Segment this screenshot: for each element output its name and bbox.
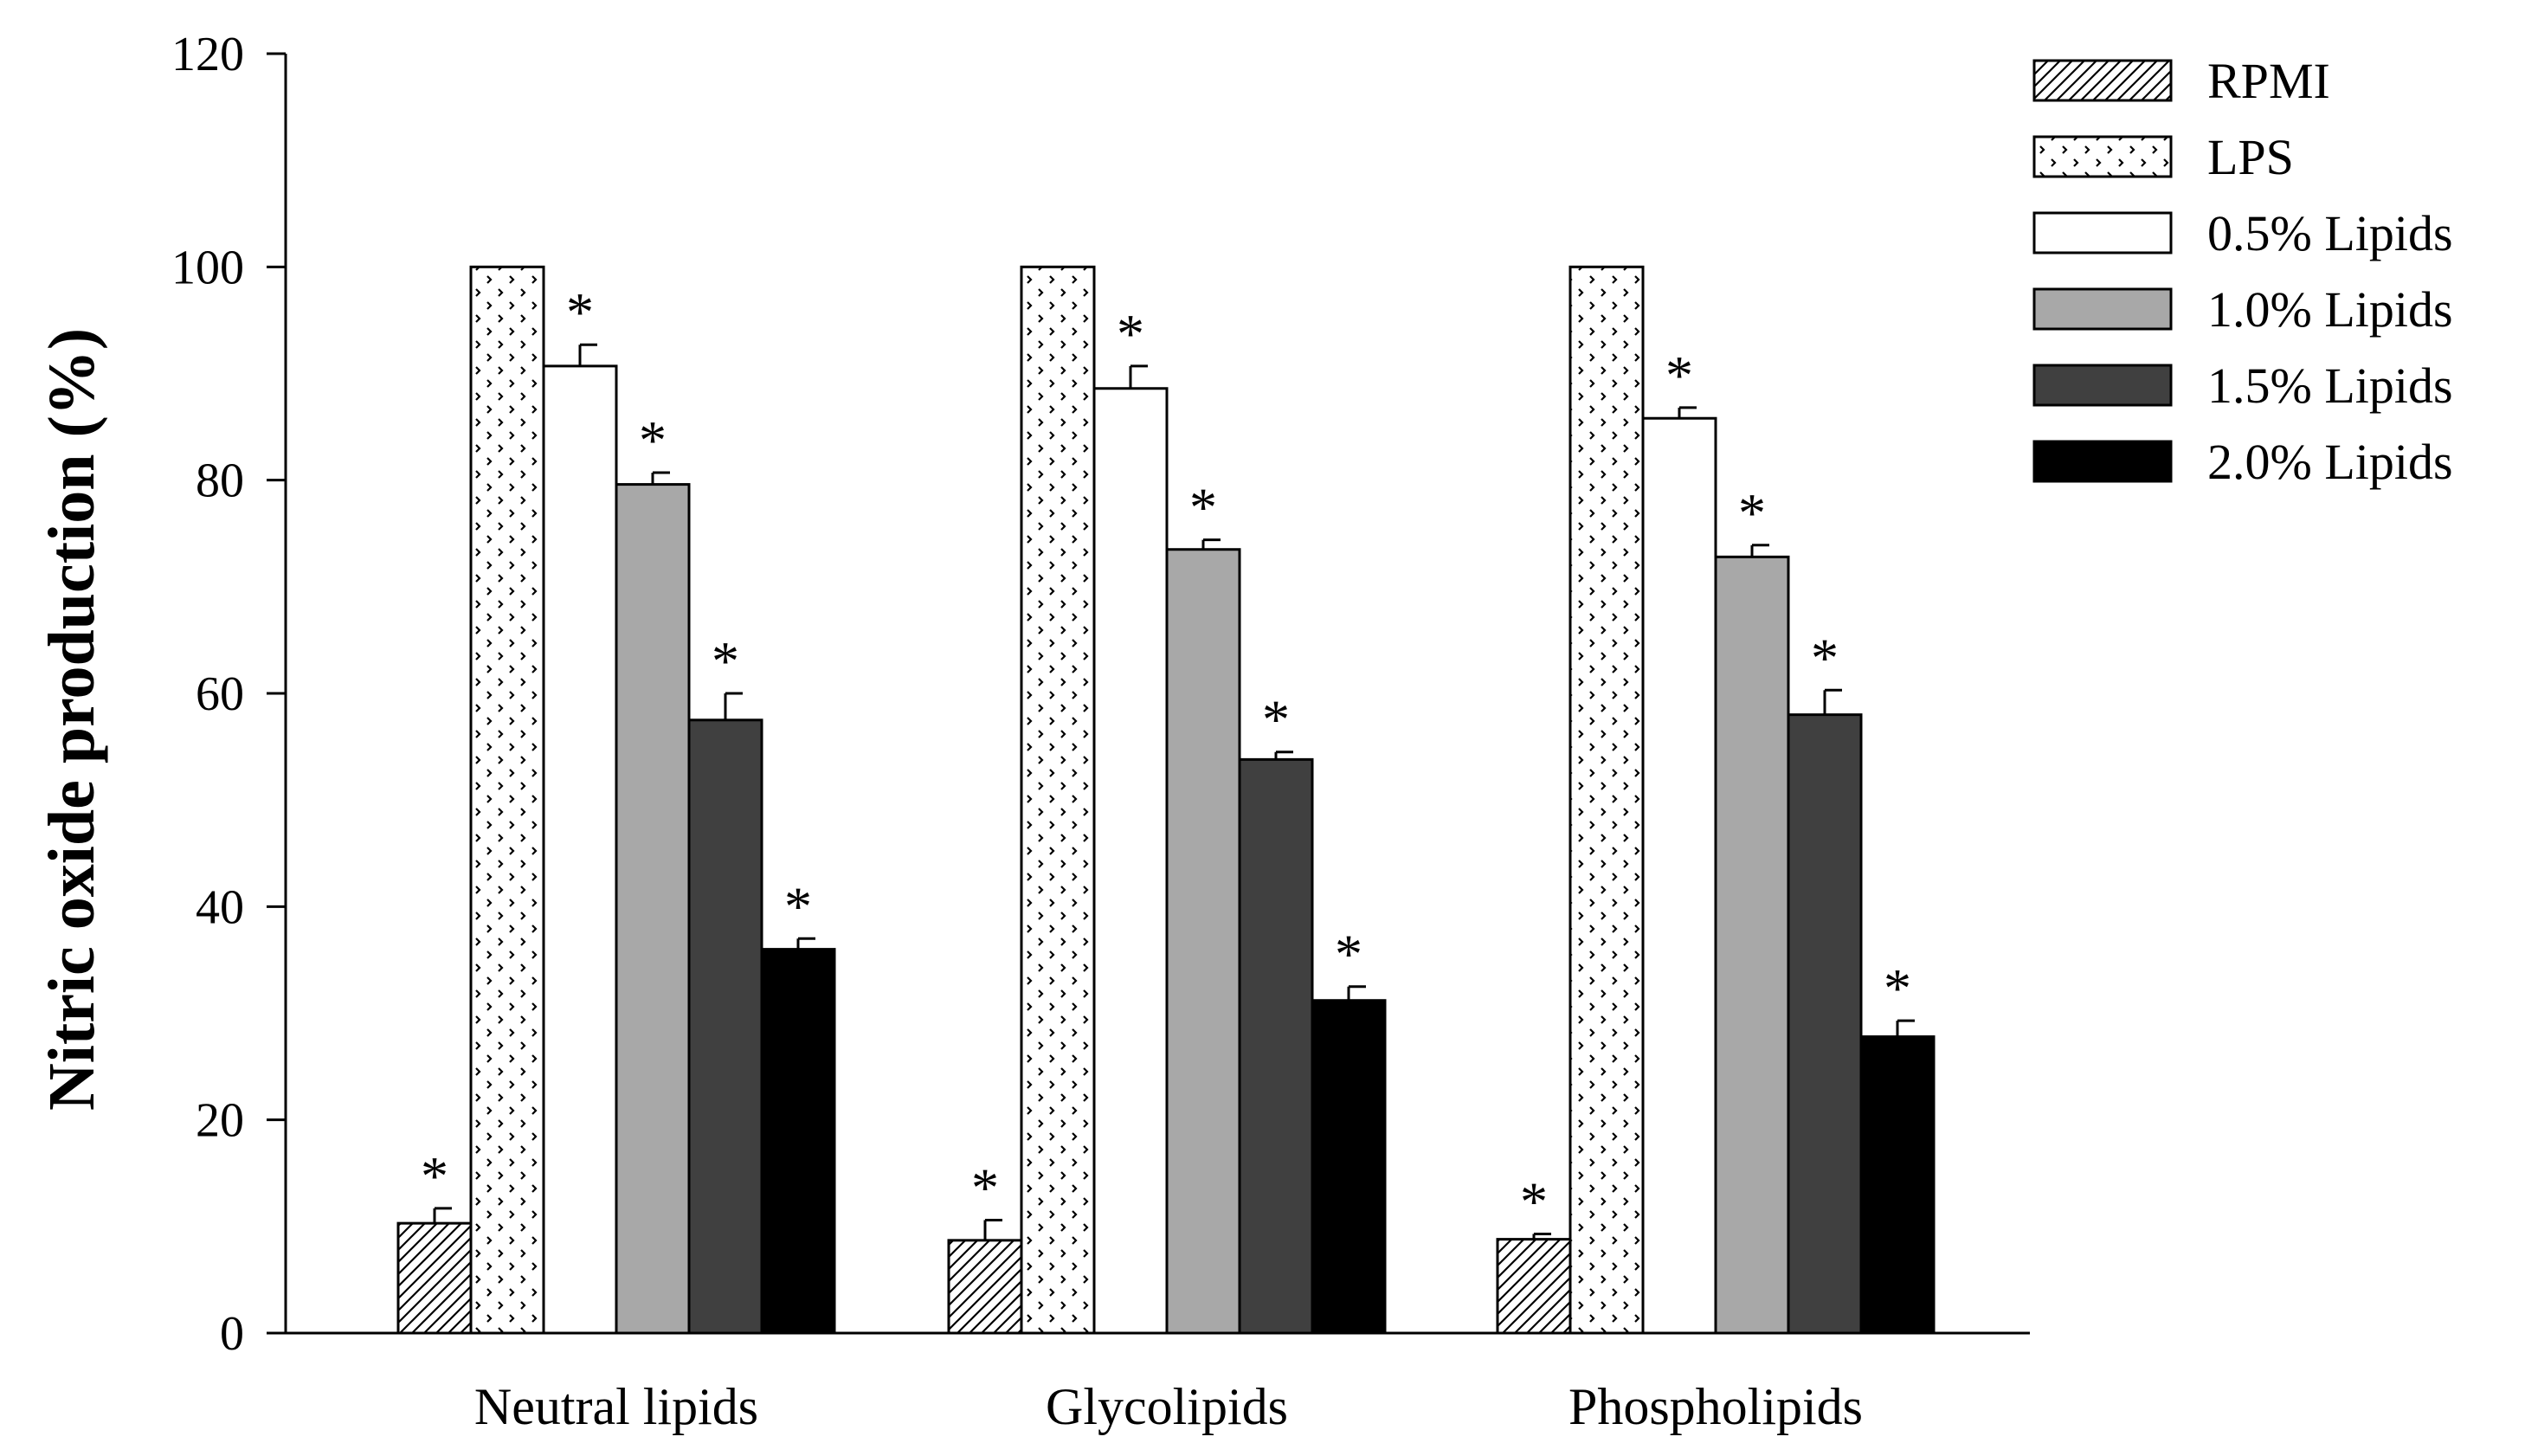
legend-swatch-lps: [2032, 135, 2173, 178]
legend-label: 0.5% Lipids: [2207, 205, 2453, 261]
bars: * * * * * Neutral lipids * * * * * Glycolipids * * * * *…: [396, 265, 1936, 1435]
legend-label: RPMI: [2207, 53, 2330, 109]
bar-lps-0: [469, 265, 545, 1335]
significance-star: *: [1738, 482, 1766, 544]
bar-1-0-lipids-1: [1165, 548, 1241, 1335]
bar-rpmi-2: [1496, 1238, 1572, 1335]
legend-swatch-0-5-lipids: [2032, 211, 2173, 254]
y-tick-label: 40: [196, 880, 244, 934]
bar-1-5-lipids-1: [1238, 757, 1314, 1335]
y-tick-label: 80: [196, 454, 244, 508]
significance-star: *: [566, 281, 594, 343]
bar-1-5-lipids-0: [687, 718, 763, 1335]
bar-1-0-lipids-0: [615, 483, 691, 1335]
legend-label: 1.5% Lipids: [2207, 358, 2453, 414]
significance-star: *: [971, 1156, 999, 1218]
bar-rpmi-0: [396, 1221, 473, 1335]
significance-star: *: [639, 409, 667, 471]
axes: 0 20 40 60 80 100 120 Nitric oxide production (…: [35, 28, 2030, 1361]
legend: RPMI LPS 0.5% Lipids 1.0% Lipids 1.5% Lipids…: [2032, 53, 2453, 490]
y-tick-label: 0: [220, 1307, 244, 1361]
significance-star: *: [784, 875, 812, 937]
significance-star: *: [1262, 689, 1290, 751]
bar-lps-2: [1568, 265, 1645, 1335]
significance-star: *: [1189, 477, 1217, 538]
legend-swatch-rpmi: [2032, 59, 2173, 102]
y-axis-title: Nitric oxide production (%): [35, 328, 108, 1111]
legend-swatch-1-0-lipids: [2032, 287, 2173, 331]
y-tick-label: 20: [196, 1094, 244, 1148]
x-tick-label: Phospholipids: [1568, 1378, 1863, 1435]
legend-swatch-2-0-lipids: [2032, 440, 2173, 483]
legend-label: LPS: [2207, 129, 2294, 185]
legend-swatch-1-5-lipids: [2032, 364, 2173, 407]
bar-0-5-lipids-2: [1641, 416, 1717, 1335]
bar-1-0-lipids-2: [1714, 555, 1790, 1335]
bar-2-0-lipids-0: [760, 948, 836, 1335]
x-tick-label: Glycolipids: [1046, 1378, 1288, 1435]
bar-2-0-lipids-1: [1311, 999, 1387, 1335]
bar-1-5-lipids-2: [1787, 713, 1863, 1335]
y-tick-label: 100: [171, 241, 244, 294]
significance-star: *: [1811, 627, 1839, 688]
significance-star: *: [1520, 1170, 1548, 1232]
significance-star: *: [1884, 957, 1911, 1019]
legend-label: 2.0% Lipids: [2207, 434, 2453, 490]
bar-2-0-lipids-2: [1859, 1035, 1936, 1335]
x-tick-label: Neutral lipids: [474, 1378, 758, 1435]
legend-label: 1.0% Lipids: [2207, 281, 2453, 338]
y-tick-label: 120: [171, 28, 244, 81]
bar-0-5-lipids-1: [1092, 387, 1169, 1335]
significance-star: *: [1117, 303, 1144, 364]
bar-lps-1: [1020, 265, 1096, 1335]
y-tick-label: 60: [196, 667, 244, 721]
bar-rpmi-1: [947, 1239, 1023, 1335]
significance-star: *: [421, 1145, 448, 1207]
significance-star: *: [712, 630, 739, 692]
significance-star: *: [1665, 345, 1693, 406]
bar-0-5-lipids-0: [542, 364, 618, 1335]
significance-star: *: [1335, 924, 1362, 985]
